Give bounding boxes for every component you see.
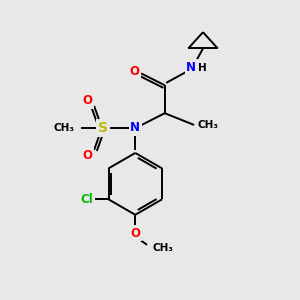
Text: O: O (82, 149, 92, 162)
Text: Cl: Cl (81, 193, 93, 206)
Text: N: N (130, 122, 140, 134)
Text: O: O (130, 226, 140, 239)
Text: CH₃: CH₃ (153, 243, 174, 253)
Text: CH₃: CH₃ (198, 120, 219, 130)
Text: H: H (198, 63, 207, 73)
Text: O: O (130, 65, 140, 79)
Text: S: S (98, 121, 108, 135)
Text: N: N (186, 61, 196, 74)
Text: CH₃: CH₃ (54, 123, 75, 133)
Text: O: O (82, 94, 92, 107)
